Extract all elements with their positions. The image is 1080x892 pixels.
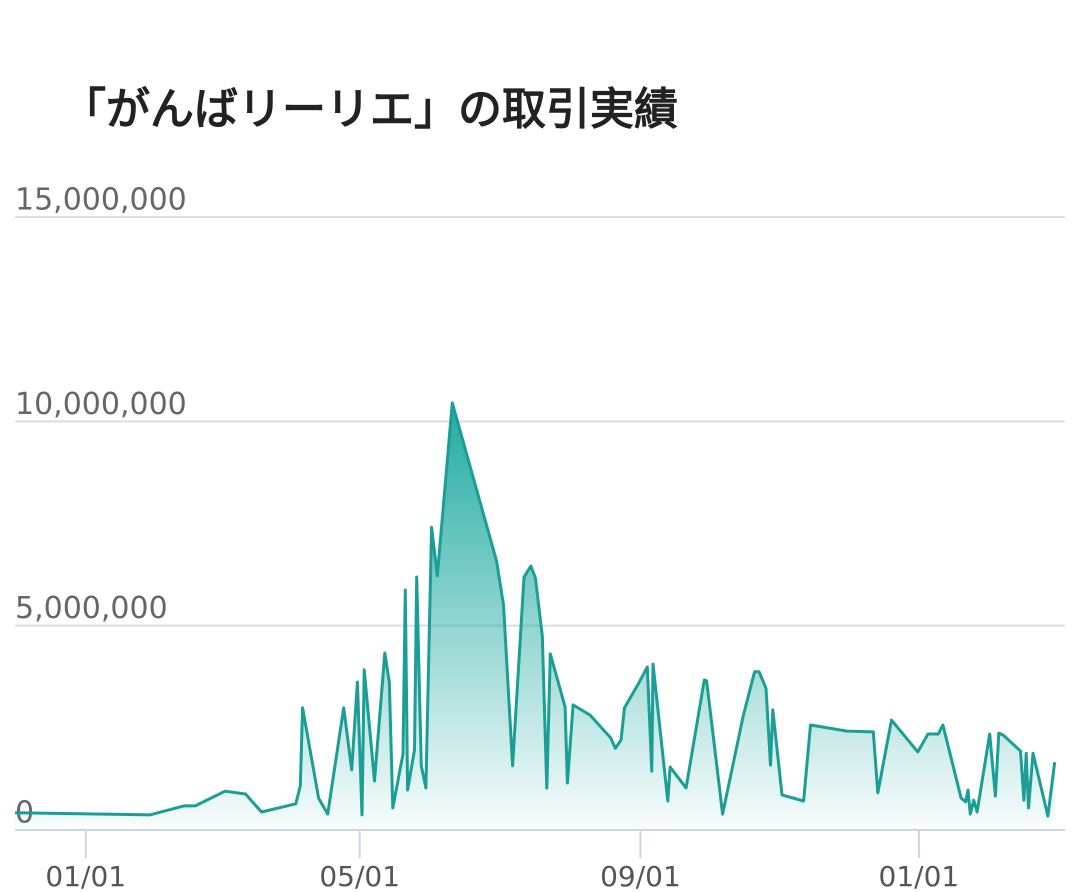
y-tick-label: 10,000,000: [15, 387, 187, 422]
line: [14, 401, 1057, 818]
x-tick-label: 05/01: [319, 860, 400, 892]
x-tick-label: 09/01: [600, 860, 681, 892]
y-tick-label: 5,000,000: [15, 591, 168, 626]
area: [15, 402, 1055, 830]
chart-title: 「がんばリーリエ」の取引実績: [62, 84, 678, 135]
y-tick-label: 15,000,000: [15, 183, 187, 218]
x-tick-label: 01/01: [45, 860, 126, 892]
x-tick-label: 01/01: [879, 860, 960, 892]
